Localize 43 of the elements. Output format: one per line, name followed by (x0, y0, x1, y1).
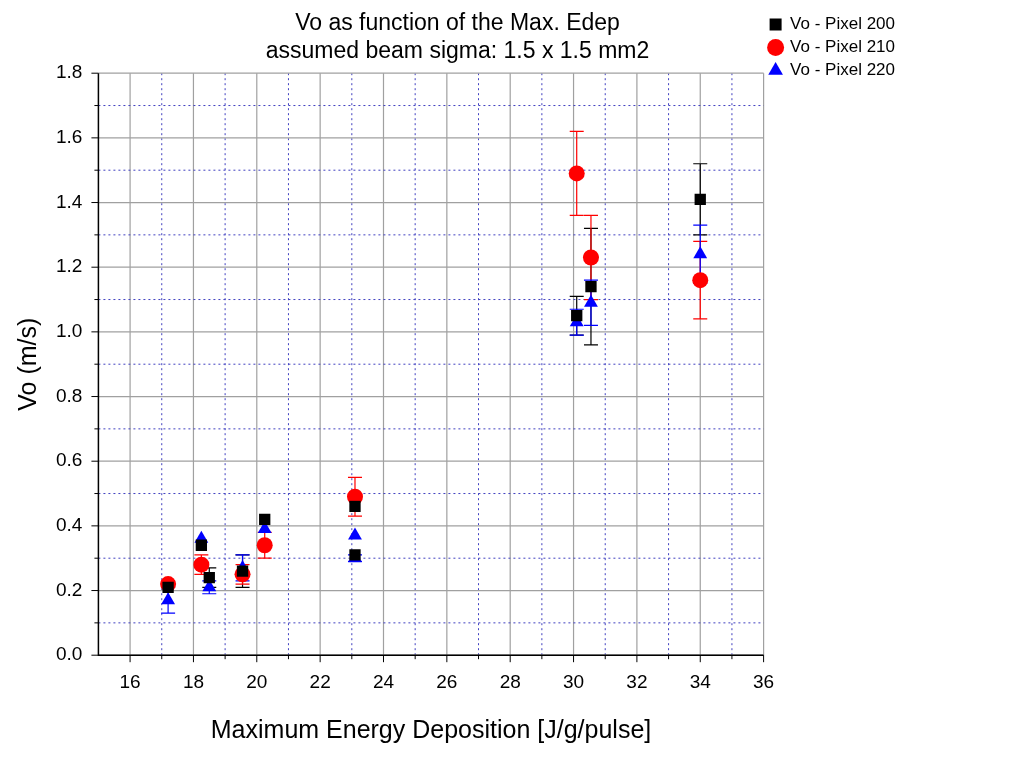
x-tick-label: 34 (689, 670, 712, 692)
point (568, 165, 585, 182)
y-tick-label: 0.8 (55, 384, 83, 406)
y-axis-title: Vo (m/s) (12, 317, 41, 411)
x-tick-label: 26 (436, 670, 458, 692)
point (348, 527, 362, 540)
y-tick-label: 1.6 (55, 126, 83, 148)
point (236, 565, 249, 577)
x-axis-title: Maximum Energy Deposition [J/g/pulse] (210, 714, 652, 743)
y-tick-label: 0.0 (55, 643, 83, 665)
y-tick-label: 0.2 (55, 578, 83, 600)
y-tick-label: 1.0 (55, 320, 83, 342)
point (693, 246, 708, 259)
x-tick-label: 32 (626, 670, 648, 692)
y-tick-label: 0.6 (55, 449, 83, 471)
y-tick-label: 0.4 (55, 514, 83, 536)
point (584, 294, 598, 307)
x-tick-label: 20 (246, 670, 268, 692)
point (195, 539, 208, 551)
x-tick-label: 22 (309, 670, 331, 692)
x-tick-label: 16 (119, 670, 141, 692)
point (256, 537, 273, 554)
point (692, 272, 709, 289)
point (571, 310, 583, 322)
x-tick-label: 28 (499, 670, 521, 692)
y-tick-label: 1.2 (55, 255, 83, 277)
legend-label: Vo - Pixel 210 (790, 37, 896, 57)
chart-title: Vo as function of the Max. Edep (295, 9, 620, 36)
x-tick-label: 24 (372, 670, 395, 692)
point (694, 193, 706, 205)
point (161, 592, 176, 605)
point (582, 249, 599, 266)
y-tick-label: 1.4 (55, 190, 83, 212)
legend-label: Vo - Pixel 220 (790, 60, 896, 80)
x-tick-label: 30 (562, 670, 585, 692)
point (349, 500, 361, 513)
point (259, 513, 271, 526)
chart-subtitle: assumed beam sigma: 1.5 x 1.5 mm2 (265, 36, 650, 63)
x-tick-label: 18 (182, 670, 205, 692)
point (585, 280, 597, 293)
x-tick-label: 36 (753, 670, 775, 692)
y-tick-label: 1.8 (55, 61, 83, 83)
legend-label: Vo - Pixel 200 (790, 14, 896, 34)
